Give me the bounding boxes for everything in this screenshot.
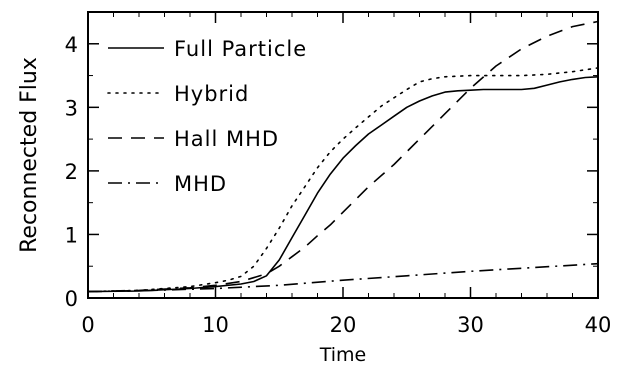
y-axis-title: Reconnected Flux <box>17 57 42 253</box>
series-group <box>87 20 599 293</box>
axes: 0 10 20 30 40 0 1 2 3 4 <box>65 11 612 337</box>
legend-label-mhd: MHD <box>174 172 227 196</box>
x-tick-label: 0 <box>81 313 94 337</box>
series-line-hybrid <box>87 67 599 293</box>
series-line-full-particle <box>87 76 599 293</box>
series-line-mhd <box>87 262 599 293</box>
y-tick-label: 3 <box>65 96 78 120</box>
y-tick-label: 4 <box>65 33 78 57</box>
y-tick-label: 1 <box>65 223 78 247</box>
legend-label-hybrid: Hybrid <box>174 82 249 106</box>
y-tick-label: 2 <box>65 160 78 184</box>
legend-label-hall-mhd: Hall MHD <box>174 127 279 151</box>
series-line-hall-mhd <box>87 20 599 293</box>
y-tick-label: 0 <box>65 287 78 311</box>
x-tick-label: 10 <box>202 313 229 337</box>
legend: Full Particle Hybrid Hall MHD MHD <box>107 37 307 196</box>
legend-label-full-particle: Full Particle <box>174 37 307 61</box>
x-tick-label: 20 <box>330 313 357 337</box>
x-tick-label: 40 <box>585 313 612 337</box>
x-axis-title: Time <box>319 344 367 366</box>
plot-frame <box>87 11 599 299</box>
x-tick-label: 30 <box>457 313 484 337</box>
